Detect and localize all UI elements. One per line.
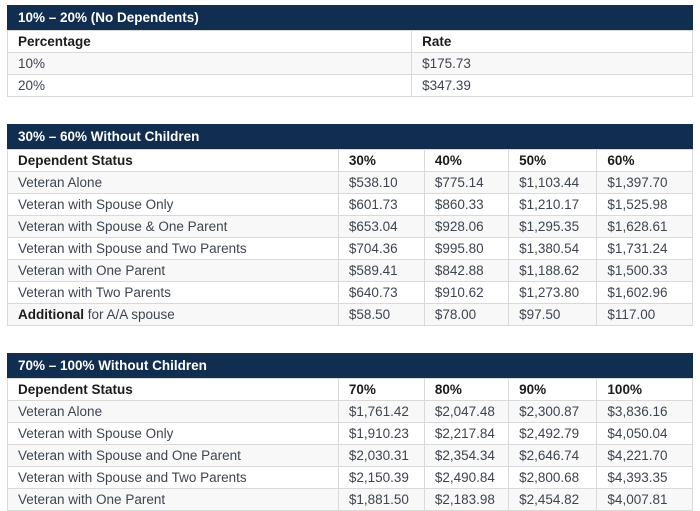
rate-value-cell: $538.10 — [337, 171, 425, 194]
row-label-cell: Veteran with One Parent — [7, 259, 339, 282]
table-row: Veteran with Spouse and Two Parents $704.… — [7, 237, 693, 260]
row-label-cell: Veteran with Spouse and Two Parents — [7, 237, 339, 260]
rates-table: Percentage Rate 10% $175.73 20% $347.39 — [6, 30, 693, 97]
rate-value-cell: $1,761.42 — [337, 400, 425, 423]
column-header-row: Percentage Rate — [6, 30, 693, 53]
rate-value-cell: $775.14 — [423, 171, 510, 194]
rate-value-cell: $4,221.70 — [596, 444, 693, 467]
table-title-bar: 70% – 100% Without Children — [7, 353, 693, 378]
rate-value-cell: $2,354.34 — [423, 444, 510, 467]
rate-value-cell: $1,103.44 — [508, 171, 598, 194]
rate-value-cell: $842.88 — [423, 259, 510, 282]
rate-table-section: 10% – 20% (No Dependents) Percentage Rate 1… — [6, 5, 693, 97]
rate-value-cell: $995.80 — [423, 237, 510, 260]
rate-table-section: 70% – 100% Without Children Dependent Sta… — [7, 353, 693, 511]
rate-value-cell: $4,050.04 — [596, 422, 693, 445]
row-label-cell: Veteran with Spouse & One Parent — [7, 215, 339, 238]
table-row: Veteran Alone $1,761.42 $2,047.48 $2,300.87… — [7, 400, 693, 423]
rate-value-cell: $2,150.39 — [337, 466, 425, 489]
rate-value-cell: $1,273.80 — [508, 281, 598, 304]
rate-value-cell: $78.00 — [423, 303, 510, 326]
column-header: 100% — [596, 378, 693, 401]
rate-value-cell: $58.50 — [337, 303, 425, 326]
table-row: Veteran with Spouse Only $1,910.23 $2,217.… — [7, 422, 693, 445]
row-label-cell: Additional for A/A spouse — [7, 303, 339, 326]
rate-value-cell: $1,295.35 — [508, 215, 598, 238]
table-row: 20% $347.39 — [6, 74, 693, 97]
column-header: Dependent Status — [7, 378, 339, 401]
rate-value-cell: $1,500.33 — [596, 259, 693, 282]
page: { "colors": { "title_bg": "#112e51", "ti… — [6, 5, 693, 511]
row-label-cell: Veteran with Two Parents — [7, 281, 339, 304]
rate-table-section: 30% – 60% Without Children Dependent Stat… — [7, 124, 693, 326]
row-label-cell: 20% — [6, 74, 413, 97]
rate-value-cell: $1,525.98 — [596, 193, 693, 216]
row-label-cell: Veteran Alone — [7, 171, 339, 194]
rate-value-cell: $704.36 — [337, 237, 425, 260]
rate-value-cell: $2,047.48 — [423, 400, 510, 423]
rate-value-cell: $860.33 — [423, 193, 510, 216]
column-header: Rate — [411, 30, 693, 53]
rate-value-cell: $1,731.24 — [596, 237, 693, 260]
rate-value-cell: $910.62 — [423, 281, 510, 304]
rate-value-cell: $1,397.70 — [596, 171, 693, 194]
row-label-cell: Veteran with Spouse Only — [7, 193, 339, 216]
column-header-row: Dependent Status 70% 80% 90% 100% — [7, 378, 693, 401]
column-header: 60% — [596, 149, 693, 172]
column-header: 40% — [423, 149, 510, 172]
rate-value-cell: $2,490.84 — [423, 466, 510, 489]
table-row: Veteran with Spouse Only $601.73 $860.33 $1… — [7, 193, 693, 216]
rate-value-cell: $2,646.74 — [508, 444, 598, 467]
column-header: 50% — [508, 149, 598, 172]
rate-tables-container: 10% – 20% (No Dependents) Percentage Rate 1… — [6, 5, 693, 511]
rate-value-cell: $589.41 — [337, 259, 425, 282]
rate-value-cell: $4,393.35 — [596, 466, 693, 489]
rate-value-cell: $2,492.79 — [508, 422, 598, 445]
rate-value-cell: $1,628.61 — [596, 215, 693, 238]
rate-value-cell: $640.73 — [337, 281, 425, 304]
column-header: 80% — [423, 378, 510, 401]
rates-table: Dependent Status 30% 40% 50% 60% Veteran Alon… — [7, 149, 693, 326]
rate-value-cell: $97.50 — [508, 303, 598, 326]
rate-value-cell: $347.39 — [411, 74, 693, 97]
table-title-bar: 10% – 20% (No Dependents) — [7, 5, 693, 30]
table-row: Veteran with Spouse & One Parent $653.04 $… — [7, 215, 693, 238]
rate-value-cell: $601.73 — [337, 193, 425, 216]
rate-value-cell: $1,210.17 — [508, 193, 598, 216]
table-row: Additional for A/A spouse $58.50 $78.00 $97… — [7, 303, 693, 326]
rate-value-cell: $2,800.68 — [508, 466, 598, 489]
column-header: 30% — [337, 149, 425, 172]
column-header: 70% — [337, 378, 425, 401]
column-header-row: Dependent Status 30% 40% 50% 60% — [7, 149, 693, 172]
rates-table: Dependent Status 70% 80% 90% 100% Veteran Alo… — [7, 378, 693, 511]
rate-value-cell: $3,836.16 — [596, 400, 693, 423]
row-label-cell: Veteran with Spouse and One Parent — [7, 444, 339, 467]
rate-value-cell: $2,030.31 — [337, 444, 425, 467]
table-row: 10% $175.73 — [6, 52, 693, 75]
table-row: Veteran with Two Parents $640.73 $910.62 $1… — [7, 281, 693, 304]
rate-value-cell: $653.04 — [337, 215, 425, 238]
column-header: 90% — [508, 378, 598, 401]
column-header: Dependent Status — [7, 149, 339, 172]
row-label-cell: Veteran Alone — [7, 400, 339, 423]
table-row: Veteran with Spouse and Two Parents $2,15… — [7, 466, 693, 489]
row-label-cell: Veteran with Spouse and Two Parents — [7, 466, 339, 489]
table-row: Veteran Alone $538.10 $775.14 $1,103.44 $1,3… — [7, 171, 693, 194]
rate-value-cell: $1,380.54 — [508, 237, 598, 260]
rate-value-cell: $175.73 — [411, 52, 693, 75]
column-header: Percentage — [6, 30, 413, 53]
rate-value-cell: $1,602.96 — [596, 281, 693, 304]
rate-value-cell: $2,300.87 — [508, 400, 598, 423]
table-row: Veteran with Spouse and One Parent $2,030… — [7, 444, 693, 467]
rate-value-cell: $928.06 — [423, 215, 510, 238]
table-title-bar: 30% – 60% Without Children — [7, 124, 693, 149]
row-label-cell: 10% — [6, 52, 413, 75]
row-label-cell: Veteran with Spouse Only — [7, 422, 339, 445]
rate-value-cell: $1,188.62 — [508, 259, 598, 282]
table-row: Veteran with One Parent $589.41 $842.88 $1,… — [7, 259, 693, 282]
rate-value-cell: $1,910.23 — [337, 422, 425, 445]
rate-value-cell: $117.00 — [596, 303, 693, 326]
rate-value-cell: $2,217.84 — [423, 422, 510, 445]
